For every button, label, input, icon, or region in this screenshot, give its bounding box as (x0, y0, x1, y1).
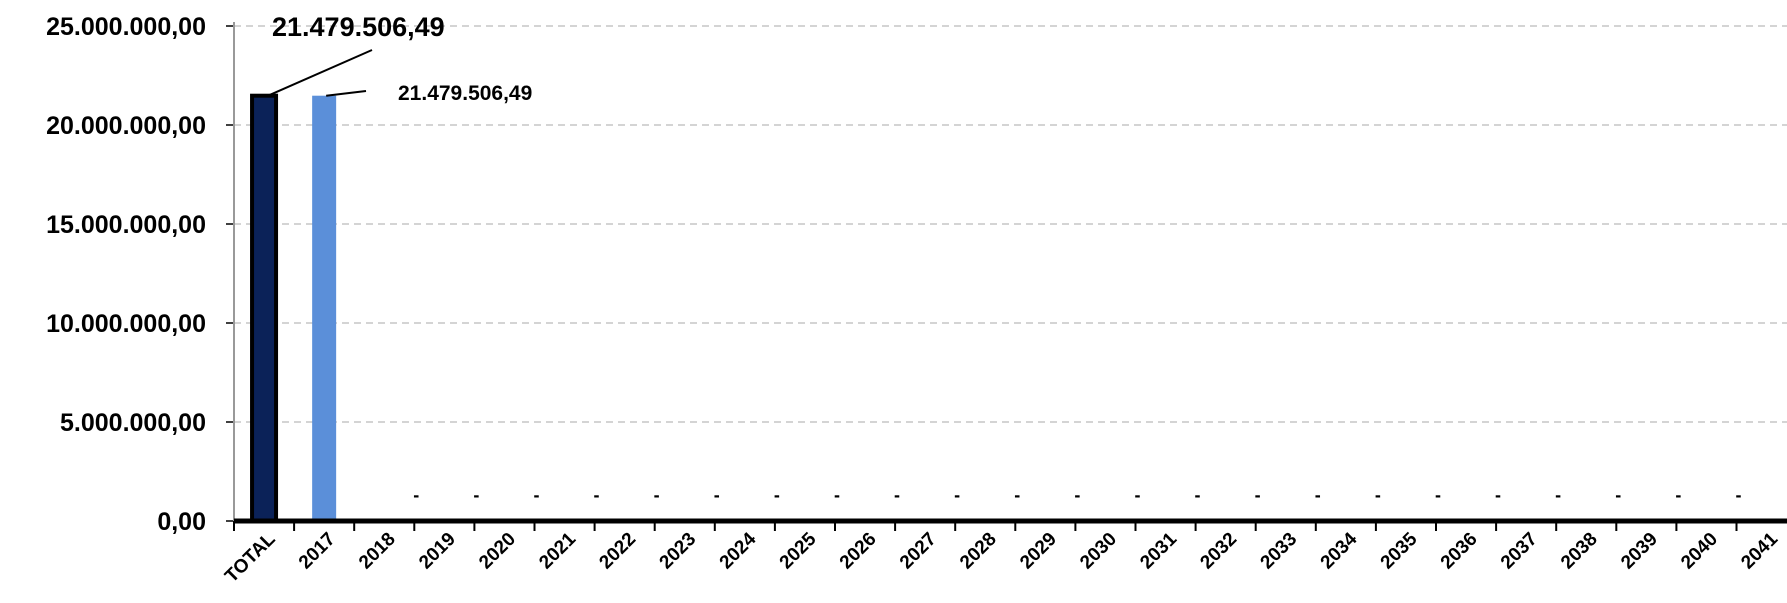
x-tick-label: 2025 (776, 528, 821, 573)
axes (233, 22, 1787, 524)
data-label-2027: - (954, 485, 960, 505)
data-label-2036: - (1495, 485, 1501, 505)
data-label-2022: - (654, 485, 660, 505)
data-label-2031: - (1195, 485, 1201, 505)
data-label-2037: - (1555, 485, 1561, 505)
data-label-2025: - (834, 485, 840, 505)
data-label-2030: - (1134, 485, 1140, 505)
data-label-total: 21.479.506,49 (272, 12, 445, 42)
data-labels: 21.479.506,49 21.479.506,49 - - - - - - - - - - - - - -… (267, 12, 1741, 505)
data-label-2020: - (533, 485, 539, 505)
x-axis-ticks: TOTAL 2017 2018 2019 2020 2021 2022 2023 2024 202… (221, 521, 1782, 587)
data-label-2034: - (1375, 485, 1381, 505)
x-tick-label: 2032 (1196, 529, 1241, 574)
x-tick-label: 2027 (896, 529, 941, 574)
y-tick-label: 10.000.000,00 (46, 310, 206, 338)
data-label-2018: - (413, 485, 419, 505)
x-tick-label: 2019 (415, 529, 460, 574)
x-tick-label: 2039 (1617, 529, 1662, 574)
data-label-2021: - (594, 485, 600, 505)
y-tick-label: 15.000.000,00 (46, 211, 206, 239)
x-tick-label: 2034 (1317, 528, 1362, 573)
y-tick-label: 5.000.000,00 (60, 409, 206, 437)
data-label-2033: - (1315, 485, 1321, 505)
x-tick-label: 2022 (595, 529, 640, 574)
data-label-2039: - (1675, 485, 1681, 505)
x-tick-label: 2035 (1377, 528, 1422, 573)
data-label-2035: - (1435, 485, 1441, 505)
x-tick-label: 2030 (1076, 529, 1121, 574)
data-label-2026: - (894, 485, 900, 505)
x-tick-label: 2029 (1016, 529, 1061, 574)
x-tick-label: 2021 (535, 528, 580, 573)
x-tick-label: 2020 (475, 529, 520, 574)
x-tick-label: 2037 (1497, 529, 1542, 574)
data-label-2019: - (473, 485, 479, 505)
data-label-2029: - (1074, 485, 1080, 505)
data-label-2023: - (714, 485, 720, 505)
x-tick-label: 2038 (1557, 529, 1602, 574)
y-tick-label: 25.000.000,00 (46, 13, 206, 41)
gridlines (234, 25, 1787, 423)
bars (250, 93, 337, 523)
x-tick-label: 2036 (1437, 529, 1482, 574)
data-label-2032: - (1255, 485, 1261, 505)
x-tick-label: 2040 (1677, 529, 1722, 574)
x-tick-label: TOTAL (221, 528, 280, 587)
y-tick-label: 0,00 (157, 508, 206, 536)
data-label-2040: - (1735, 485, 1741, 505)
y-axis-ticks: 0,00 5.000.000,00 10.000.000,00 15.000.000,… (46, 13, 234, 536)
x-tick-label: 2018 (355, 529, 400, 574)
data-label-2038: - (1615, 485, 1621, 505)
bar-total (250, 93, 279, 523)
x-tick-label: 2033 (1257, 529, 1302, 574)
data-label-2017: 21.479.506,49 (398, 82, 532, 105)
y-tick-label: 20.000.000,00 (46, 112, 206, 140)
x-tick-label: 2026 (836, 529, 881, 574)
leader-line (267, 49, 373, 97)
x-tick-label: 2017 (295, 529, 340, 574)
x-tick-label: 2023 (656, 529, 701, 574)
x-tick-label: 2031 (1136, 528, 1181, 573)
x-tick-label: 2028 (956, 529, 1001, 574)
x-tick-label: 2024 (716, 528, 761, 573)
data-label-2024: - (774, 485, 780, 505)
x-tick-label: 2041 (1737, 528, 1782, 573)
leader-line (326, 90, 367, 97)
data-label-2028: - (1014, 485, 1020, 505)
bar-2017 (312, 95, 337, 521)
